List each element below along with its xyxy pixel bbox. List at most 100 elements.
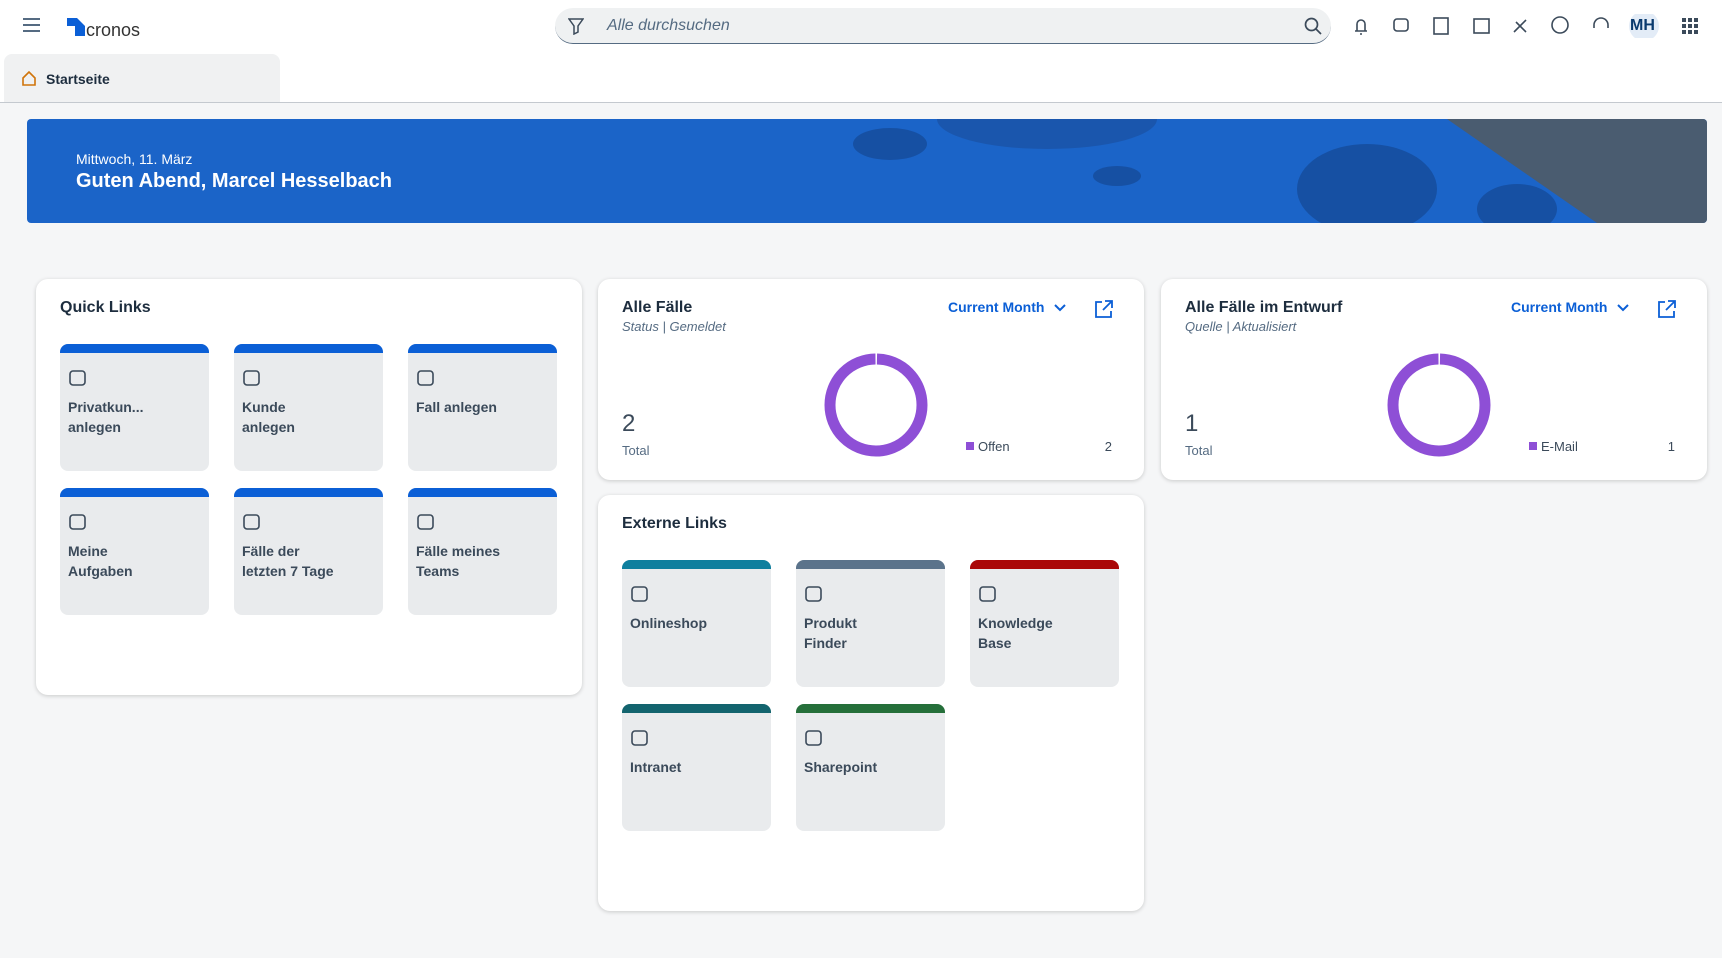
tile-accent — [796, 560, 945, 569]
search-icon[interactable] — [1304, 17, 1322, 35]
period-filter[interactable]: Current Month — [1511, 299, 1608, 315]
card-title: Externe Links — [622, 515, 727, 532]
icon-shape — [69, 370, 86, 386]
link-tile[interactable]: Meine Aufgaben — [60, 488, 209, 615]
link-tile[interactable]: Fälle der letzten 7 Tage — [234, 488, 383, 615]
tile-icon — [417, 370, 434, 386]
link-tile[interactable]: Produkt Finder — [796, 560, 945, 687]
tab-bar — [0, 53, 1722, 103]
legend-value: 2 — [1104, 439, 1112, 454]
logo-text: cronos — [86, 20, 141, 40]
icon-shape — [417, 370, 434, 386]
shell-icons[interactable] — [1350, 14, 1700, 38]
tile-accent — [970, 560, 1119, 569]
tile-icon — [69, 514, 86, 530]
tile-accent — [60, 344, 209, 353]
tile-icon — [631, 586, 648, 602]
avatar[interactable]: MH — [1630, 17, 1655, 34]
card-icons — [1617, 300, 1676, 318]
tile-label: Meine Aufgaben — [68, 543, 133, 579]
tile-label: Intranet — [630, 759, 682, 775]
tile-icon — [979, 586, 996, 602]
chevron[interactable] — [1054, 304, 1066, 312]
tile-label: Fälle der letzten 7 Tage — [242, 543, 334, 579]
tile-icon — [805, 730, 822, 746]
tile-accent — [408, 344, 557, 353]
donut-segment — [824, 353, 928, 457]
banner-greeting: Guten Abend, Marcel Hesselbach — [76, 170, 393, 192]
tile-accent — [234, 344, 383, 353]
banner-date: Mittwoch, 11. März — [76, 151, 193, 167]
open-icon[interactable] — [1095, 300, 1113, 318]
filter-icon[interactable] — [568, 17, 584, 35]
tile-icon — [417, 514, 434, 530]
link-tile[interactable]: Onlineshop — [622, 560, 771, 687]
link-tile[interactable]: Intranet — [622, 704, 771, 831]
link-tile[interactable]: Privatkun... anlegen — [60, 344, 209, 471]
external-links-card: Externe Links Onlineshop Produkt Finder Kn… — [598, 495, 1144, 911]
icon-shape — [631, 586, 648, 602]
banner-art — [853, 119, 1707, 223]
quick-links-card: Quick Links Privatkun... anlegen Kunde an… — [36, 279, 582, 695]
link-tile[interactable]: Sharepoint — [796, 704, 945, 831]
link-tile[interactable]: Kunde anlegen — [234, 344, 383, 471]
tile-icon — [243, 514, 260, 530]
icon-shape — [805, 586, 822, 602]
tile-icon — [631, 730, 648, 746]
menu-icon[interactable] — [22, 17, 42, 33]
link-tile[interactable]: Fälle meines Teams — [408, 488, 557, 615]
donut-chart — [1387, 353, 1491, 457]
card-icons — [1054, 300, 1113, 318]
period-filter[interactable]: Current Month — [948, 299, 1045, 315]
icon-shape — [417, 514, 434, 530]
search-field[interactable]: Alle durchsuchen — [555, 8, 1331, 44]
top-bar: cronos Alle durchsuchen MH — [0, 0, 1722, 53]
tile-label: Onlineshop — [630, 615, 707, 631]
banner: Mittwoch, 11. März Guten Abend, Marcel H… — [27, 119, 1707, 223]
icon-shape — [979, 586, 996, 602]
open-icon[interactable] — [1658, 300, 1676, 318]
legend-swatch — [966, 442, 974, 450]
donut-segment — [1387, 353, 1491, 457]
chevron[interactable] — [1617, 304, 1629, 312]
tab[interactable]: Startseite — [4, 54, 280, 102]
icon-shape — [631, 730, 648, 746]
icon-shape — [243, 370, 260, 386]
home-icon — [22, 70, 36, 86]
card-subtitle: Status | Gemeldet — [622, 319, 726, 334]
tile-accent — [60, 488, 209, 497]
legend-value: 1 — [1667, 439, 1675, 454]
total-label: Total — [622, 443, 650, 458]
link-tile[interactable]: Fall anlegen — [408, 344, 557, 471]
logo-mark — [67, 18, 85, 36]
tile-label: Fall anlegen — [416, 399, 497, 415]
legend-label: Offen — [978, 439, 1010, 454]
tile-icon — [805, 586, 822, 602]
tile-label: Produkt Finder — [804, 615, 857, 651]
kpi-card: Alle Fälle im Entwurf Quelle | Aktualisie… — [1161, 279, 1707, 480]
icon-shape — [69, 514, 86, 530]
tile-label: Sharepoint — [804, 759, 878, 775]
tile-accent — [408, 488, 557, 497]
icon-shape — [243, 514, 260, 530]
link-tile[interactable]: Knowledge Base — [970, 560, 1119, 687]
total-value: 1 — [1185, 410, 1199, 437]
tile-accent — [622, 560, 771, 569]
icon-shape — [805, 730, 822, 746]
tile-label: Fälle meines Teams — [416, 543, 501, 579]
tile-icon — [69, 370, 86, 386]
card-title: Quick Links — [60, 299, 151, 316]
total-value: 2 — [622, 410, 636, 437]
legend-label: E-Mail — [1541, 439, 1578, 454]
donut-chart — [824, 353, 928, 457]
card-subtitle: Quelle | Aktualisiert — [1185, 319, 1297, 334]
tile-accent — [622, 704, 771, 713]
tile-label: Knowledge Base — [978, 615, 1053, 651]
tile-accent — [796, 704, 945, 713]
tile-label: Privatkun... anlegen — [68, 399, 144, 435]
legend-swatch — [1529, 442, 1537, 450]
card-title: Alle Fälle — [622, 299, 693, 316]
tile-label: Kunde anlegen — [242, 399, 295, 435]
tile-icon — [243, 370, 260, 386]
